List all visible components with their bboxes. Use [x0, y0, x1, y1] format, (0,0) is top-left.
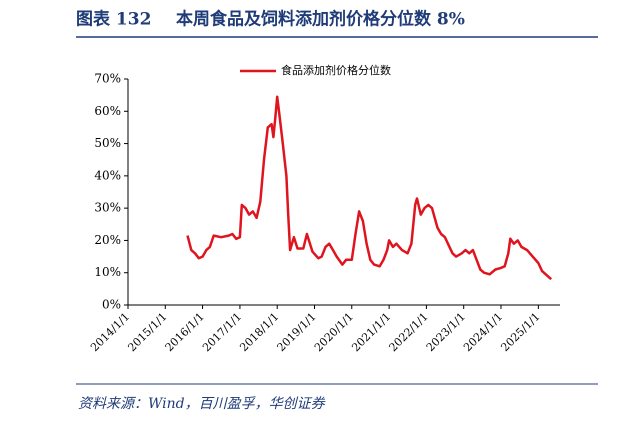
y-tick-label: 50% — [94, 136, 121, 150]
x-tick-label: 2015/1/1 — [125, 310, 169, 354]
legend-label: 食品添加剂价格分位数 — [281, 63, 391, 77]
x-tick-label: 2019/1/1 — [275, 310, 319, 354]
series-line — [186, 95, 553, 281]
chart-number: 图表 132 — [76, 9, 151, 30]
x-tick-label: 2016/1/1 — [163, 310, 207, 354]
x-tick-label: 2018/1/1 — [237, 310, 281, 354]
x-tick-label: 2025/1/1 — [498, 310, 542, 354]
x-tick-label: 2024/1/1 — [461, 310, 505, 354]
x-tick-label: 2023/1/1 — [424, 310, 468, 354]
x-tick-label: 2017/1/1 — [200, 310, 244, 354]
x-tick-label: 2020/1/1 — [312, 310, 356, 354]
y-tick-label: 0% — [102, 298, 121, 312]
x-tick-label: 2021/1/1 — [349, 310, 393, 354]
source: 资料来源：Wind，百川盈孚，华创证券 — [78, 396, 326, 412]
y-tick-label: 20% — [94, 233, 121, 247]
y-tick-label: 60% — [94, 104, 121, 118]
y-tick-label: 40% — [94, 168, 121, 182]
y-tick-label: 30% — [94, 201, 121, 215]
chart-title: 本周食品及饲料添加剂价格分位数 8% — [176, 9, 465, 30]
y-tick-label: 10% — [94, 265, 121, 279]
x-tick-label: 2022/1/1 — [387, 310, 431, 354]
y-tick-label: 70% — [94, 72, 121, 86]
x-tick-label: 2014/1/1 — [88, 310, 132, 354]
